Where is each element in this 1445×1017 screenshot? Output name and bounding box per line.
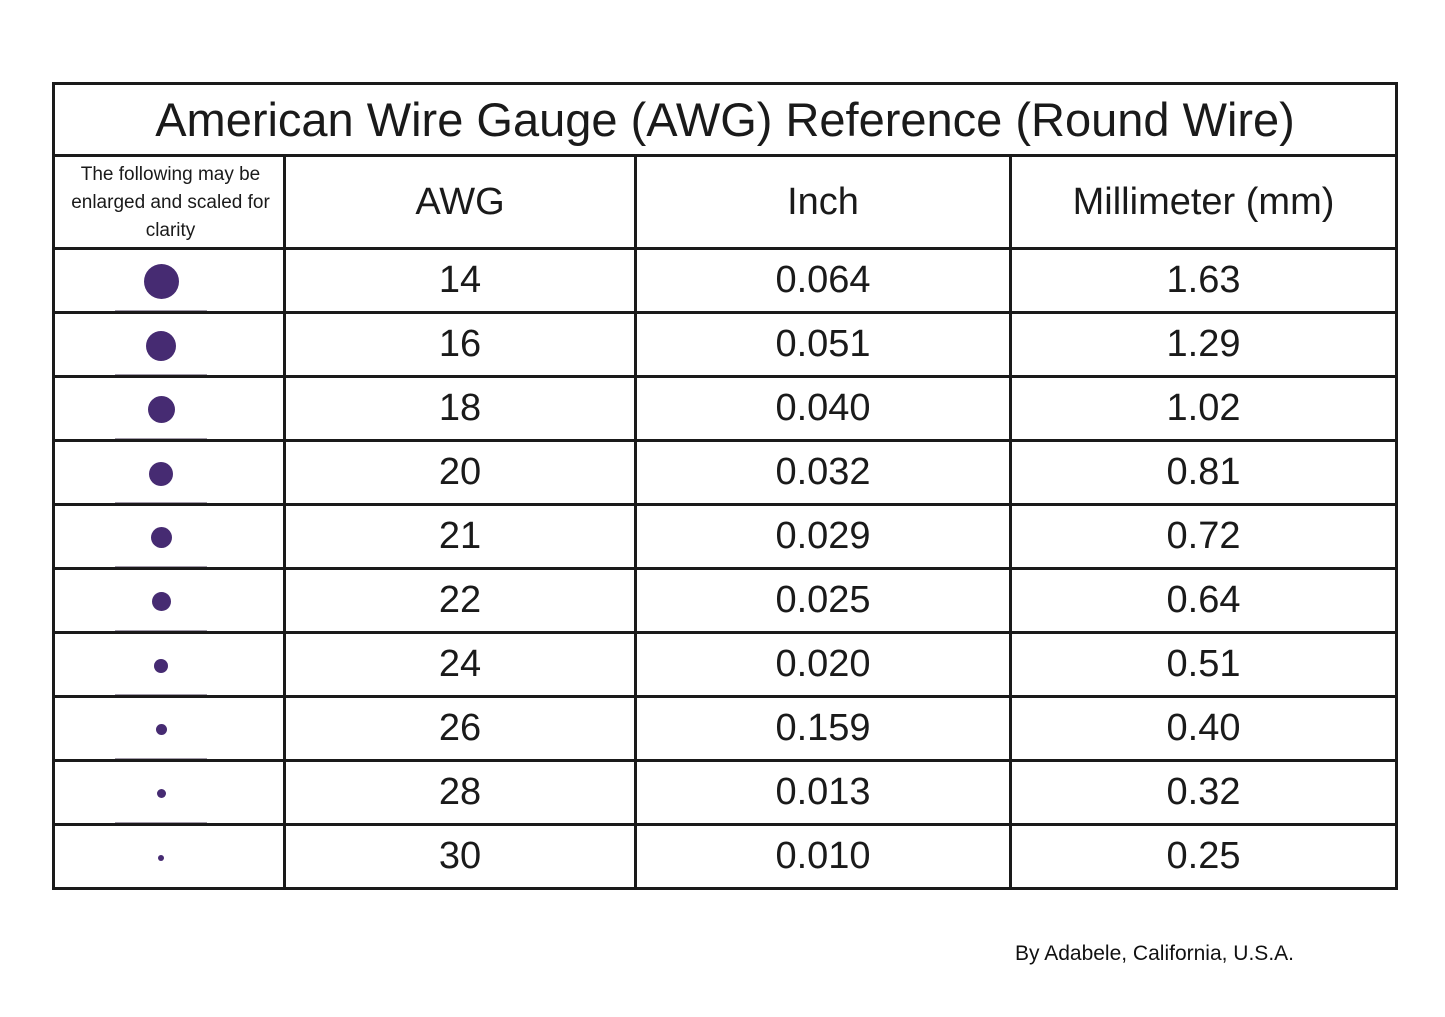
mm-value: 0.32 <box>1008 759 1399 826</box>
inch-value: 0.032 <box>634 439 1012 506</box>
wire-dot-cell <box>52 695 286 762</box>
inch-value: 0.010 <box>634 823 1012 890</box>
wire-dot-cell <box>52 631 286 698</box>
table-row: 22 0.025 0.64 <box>52 567 1399 634</box>
table-row: 21 0.029 0.72 <box>52 503 1399 570</box>
awg-value: 16 <box>283 311 637 378</box>
table-title: American Wire Gauge (AWG) Reference (Rou… <box>51 82 1399 157</box>
mm-value: 1.02 <box>1008 375 1399 442</box>
table-row: 28 0.013 0.32 <box>52 759 1399 826</box>
awg-value: 28 <box>283 759 637 826</box>
table-row: 26 0.159 0.40 <box>52 695 1399 762</box>
wire-dot-cell <box>52 247 286 314</box>
wire-size-dot <box>155 724 167 736</box>
awg-value: 22 <box>283 567 637 634</box>
column-header-inch: Inch <box>634 154 1012 250</box>
wire-size-dot <box>149 461 173 486</box>
wire-dot-cell <box>52 311 286 378</box>
inch-value: 0.159 <box>634 695 1012 762</box>
wire-size-dot <box>151 592 171 612</box>
awg-value: 21 <box>283 503 637 570</box>
title-row: American Wire Gauge (AWG) Reference (Rou… <box>51 82 1399 157</box>
wire-dot-cell <box>52 375 286 442</box>
inch-value: 0.064 <box>634 247 1012 314</box>
table-row: 16 0.051 1.29 <box>52 311 1399 378</box>
wire-size-dot <box>158 854 164 861</box>
mm-value: 0.51 <box>1008 631 1399 698</box>
wire-dot-cell <box>52 503 286 570</box>
wire-size-dot <box>146 330 176 361</box>
wire-dot-cell <box>52 823 286 890</box>
header-row: The following may be enlarged and scaled… <box>52 154 1399 250</box>
table-row: 14 0.064 1.63 <box>52 247 1399 314</box>
mm-value: 0.64 <box>1008 567 1399 634</box>
table-row: 30 0.010 0.25 <box>52 823 1399 890</box>
table-row: 20 0.032 0.81 <box>52 439 1399 506</box>
mm-value: 0.72 <box>1008 503 1399 570</box>
awg-value: 20 <box>283 439 637 506</box>
awg-value: 26 <box>283 695 637 762</box>
wire-dot-cell <box>52 567 286 634</box>
mm-value: 1.29 <box>1008 311 1399 378</box>
table-row: 24 0.020 0.51 <box>52 631 1399 698</box>
table-row: 18 0.040 1.02 <box>52 375 1399 442</box>
mm-value: 0.25 <box>1008 823 1399 890</box>
inch-value: 0.029 <box>634 503 1012 570</box>
mm-value: 0.40 <box>1008 695 1399 762</box>
column-header-mm: Millimeter (mm) <box>1008 154 1399 250</box>
awg-value: 18 <box>283 375 637 442</box>
wire-size-dot <box>143 264 179 300</box>
wire-size-dot <box>150 527 172 549</box>
wire-dot-cell <box>52 439 286 506</box>
scale-note: The following may be enlarged and scaled… <box>52 154 286 250</box>
credit-text: By Adabele, California, U.S.A. <box>1015 942 1294 965</box>
inch-value: 0.051 <box>634 311 1012 378</box>
awg-reference-sheet: American Wire Gauge (AWG) Reference (Rou… <box>51 82 1399 890</box>
awg-value: 24 <box>283 631 637 698</box>
wire-dot-cell <box>52 759 286 826</box>
wire-size-dot <box>154 658 168 673</box>
inch-value: 0.020 <box>634 631 1012 698</box>
inch-value: 0.013 <box>634 759 1012 826</box>
awg-value: 14 <box>283 247 637 314</box>
wire-size-dot <box>156 789 166 799</box>
inch-value: 0.040 <box>634 375 1012 442</box>
inch-value: 0.025 <box>634 567 1012 634</box>
awg-value: 30 <box>283 823 637 890</box>
mm-value: 1.63 <box>1008 247 1399 314</box>
awg-reference-table: American Wire Gauge (AWG) Reference (Rou… <box>51 82 1399 890</box>
wire-size-dot <box>147 396 175 424</box>
mm-value: 0.81 <box>1008 439 1399 506</box>
column-header-awg: AWG <box>283 154 637 250</box>
